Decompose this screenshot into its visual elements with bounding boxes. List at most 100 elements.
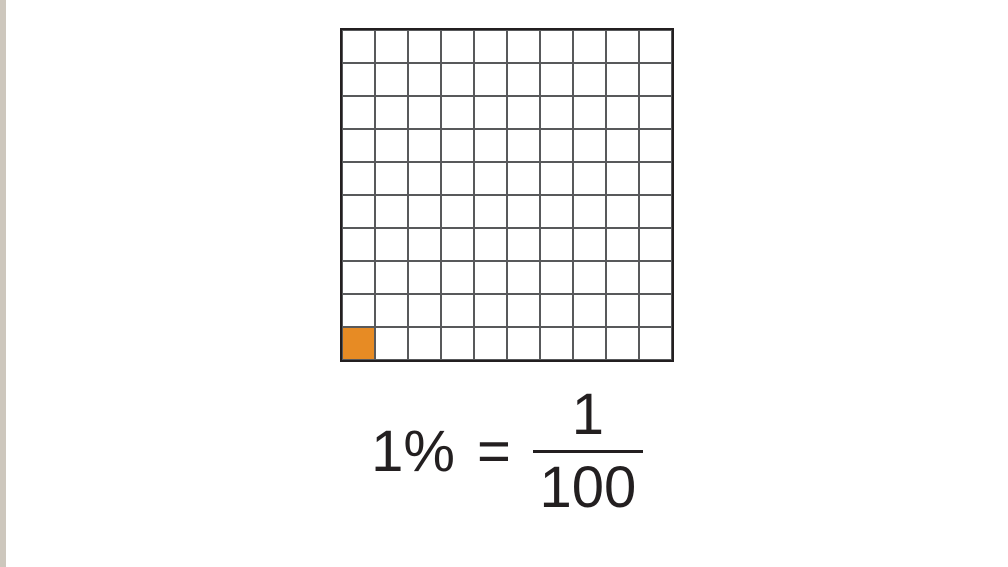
- grid-cell: [408, 294, 441, 327]
- grid-cell: [639, 294, 672, 327]
- grid-cell: [474, 228, 507, 261]
- grid-cell: [606, 261, 639, 294]
- equation-fraction: 1 100: [533, 386, 643, 517]
- grid-cell: [342, 96, 375, 129]
- grid-cell: [639, 30, 672, 63]
- grid-cell: [441, 228, 474, 261]
- grid-cell: [408, 195, 441, 228]
- grid-cell: [342, 30, 375, 63]
- grid-cell: [474, 294, 507, 327]
- grid-cell: [507, 96, 540, 129]
- grid-cell: [507, 30, 540, 63]
- grid-cell: [408, 162, 441, 195]
- grid-cell: [342, 195, 375, 228]
- grid-cell: [441, 327, 474, 360]
- grid-cell: [474, 261, 507, 294]
- grid-cell: [474, 63, 507, 96]
- grid-cell: [606, 30, 639, 63]
- grid-cell: [474, 96, 507, 129]
- grid-cell: [408, 228, 441, 261]
- grid-cell: [639, 129, 672, 162]
- equation-equals: =: [477, 423, 511, 481]
- grid-cell: [507, 327, 540, 360]
- grid-cell: [573, 63, 606, 96]
- grid-cell: [375, 195, 408, 228]
- grid-cell: [573, 96, 606, 129]
- grid-cell: [342, 129, 375, 162]
- grid-cell: [540, 162, 573, 195]
- fraction-bar: [533, 450, 643, 453]
- grid-cell: [441, 63, 474, 96]
- grid-cell: [639, 63, 672, 96]
- grid-cell: [639, 327, 672, 360]
- grid-cell: [540, 261, 573, 294]
- grid-cell: [342, 228, 375, 261]
- grid-cell: [507, 261, 540, 294]
- grid-cell: [408, 96, 441, 129]
- grid-cell: [606, 228, 639, 261]
- grid-cell: [408, 30, 441, 63]
- grid-cell: [540, 294, 573, 327]
- grid-cell: [507, 162, 540, 195]
- grid-cell: [540, 327, 573, 360]
- equation-left: 1%: [371, 423, 455, 481]
- grid-cell: [540, 195, 573, 228]
- hundred-grid-wrap: [340, 28, 674, 362]
- grid-cell: [408, 63, 441, 96]
- grid-cell: [375, 294, 408, 327]
- grid-cell: [408, 261, 441, 294]
- diagram-canvas: 1% = 1 100: [6, 0, 1008, 567]
- grid-cell: [342, 63, 375, 96]
- grid-cell: [441, 162, 474, 195]
- grid-cell: [573, 129, 606, 162]
- grid-cell: [540, 63, 573, 96]
- grid-cell: [573, 195, 606, 228]
- grid-cell: [507, 129, 540, 162]
- grid-cell: [408, 129, 441, 162]
- grid-cell: [606, 294, 639, 327]
- grid-cell: [375, 30, 408, 63]
- grid-cell: [441, 294, 474, 327]
- grid-cell: [606, 327, 639, 360]
- grid-cell: [639, 228, 672, 261]
- grid-cell: [507, 195, 540, 228]
- grid-cell: [573, 162, 606, 195]
- grid-cell: [540, 228, 573, 261]
- grid-cell: [441, 129, 474, 162]
- grid-cell: [441, 261, 474, 294]
- grid-cell: [639, 162, 672, 195]
- grid-cell: [375, 96, 408, 129]
- grid-cell: [507, 63, 540, 96]
- grid-cell: [639, 261, 672, 294]
- grid-cell: [375, 327, 408, 360]
- hundred-grid: [340, 28, 674, 362]
- grid-cell: [375, 228, 408, 261]
- grid-cell: [342, 294, 375, 327]
- grid-cell: [408, 327, 441, 360]
- grid-cell: [474, 129, 507, 162]
- grid-cell: [573, 261, 606, 294]
- grid-cell-filled: [342, 327, 375, 360]
- grid-cell: [606, 63, 639, 96]
- grid-cell: [441, 30, 474, 63]
- grid-cell: [375, 261, 408, 294]
- grid-cell: [507, 228, 540, 261]
- grid-cell: [474, 30, 507, 63]
- grid-cell: [474, 195, 507, 228]
- grid-cell: [573, 294, 606, 327]
- grid-cell: [540, 30, 573, 63]
- grid-cell: [606, 195, 639, 228]
- grid-cell: [540, 129, 573, 162]
- grid-cell: [474, 162, 507, 195]
- grid-cell: [639, 96, 672, 129]
- grid-cell: [375, 162, 408, 195]
- grid-cell: [573, 228, 606, 261]
- grid-cell: [375, 129, 408, 162]
- grid-cell: [606, 129, 639, 162]
- grid-cell: [573, 327, 606, 360]
- fraction-numerator: 1: [566, 386, 610, 444]
- grid-cell: [606, 96, 639, 129]
- grid-cell: [342, 261, 375, 294]
- grid-cell: [606, 162, 639, 195]
- grid-cell: [573, 30, 606, 63]
